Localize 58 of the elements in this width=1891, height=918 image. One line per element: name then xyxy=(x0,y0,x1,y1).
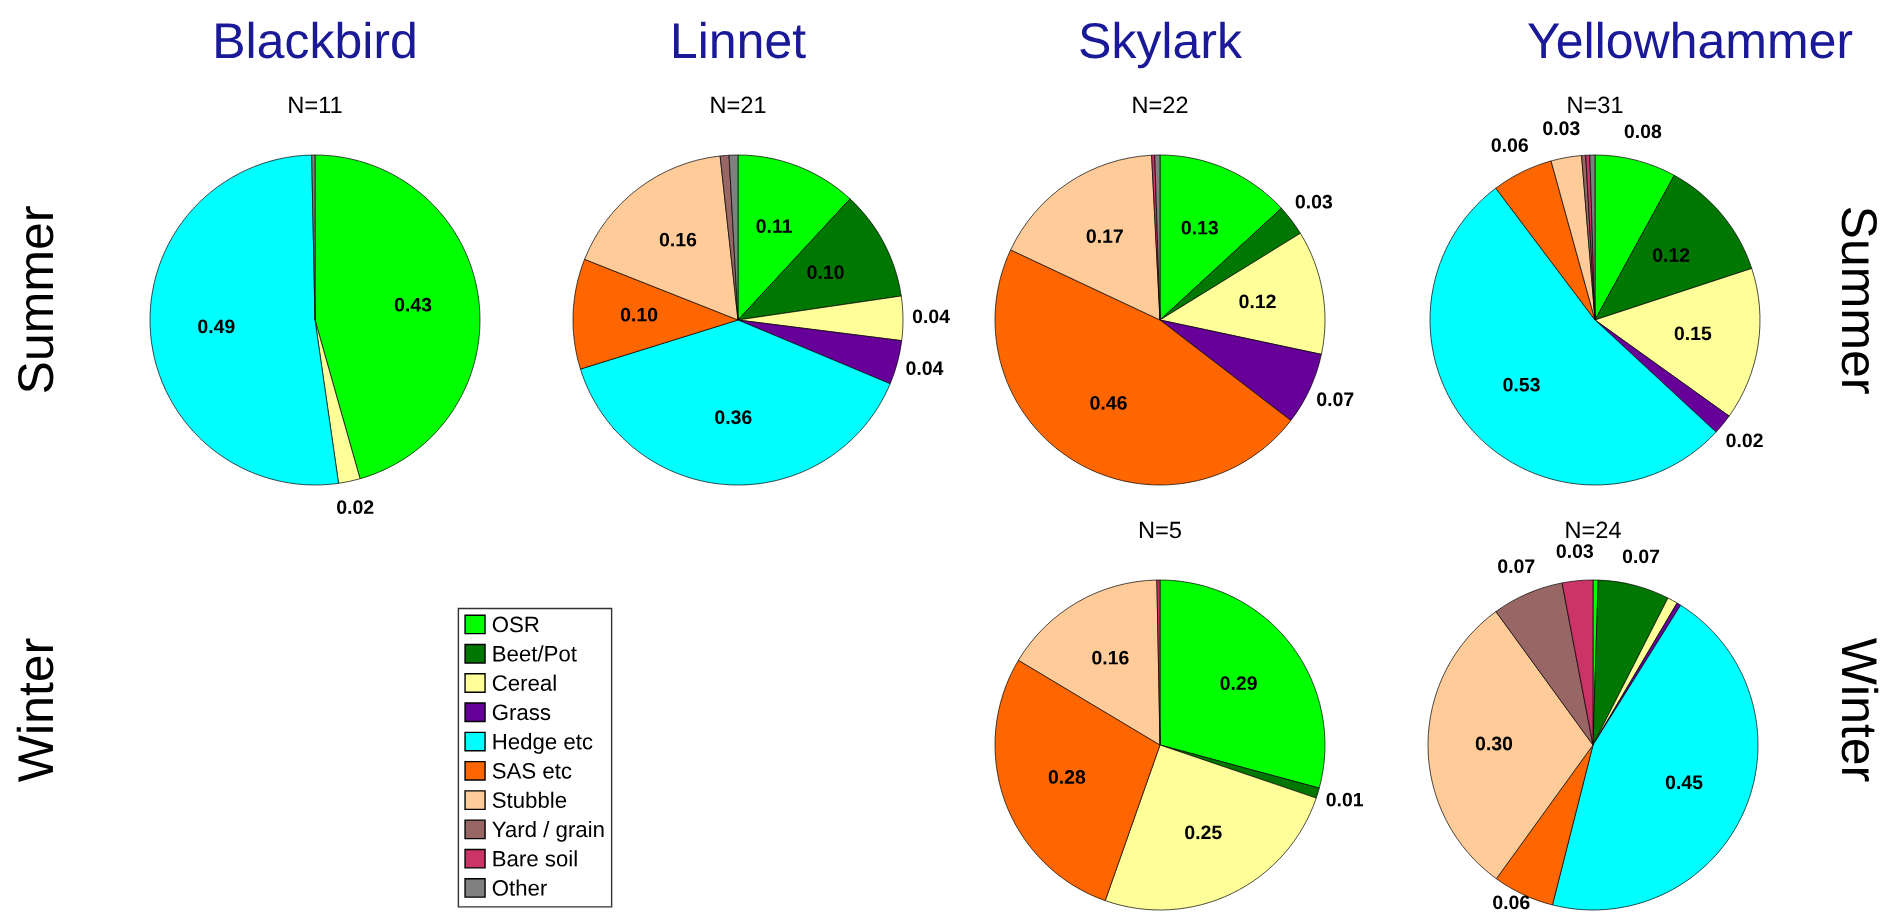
data-label: 0.46 xyxy=(1090,396,1127,410)
data-label: 0.02 xyxy=(1726,433,1763,448)
data-label: 0.25 xyxy=(1185,825,1222,840)
data-label: 0.10 xyxy=(807,265,844,280)
legend-label: Other xyxy=(492,879,547,896)
data-label: 0.06 xyxy=(1491,138,1528,153)
text: Yellowhammer xyxy=(1528,21,1853,59)
data-label: 0.17 xyxy=(1086,229,1123,244)
data-label: 0.30 xyxy=(1475,736,1513,751)
data-label: 0.03 xyxy=(1543,121,1580,136)
data-label: 0.45 xyxy=(1665,775,1703,790)
legend-label: Hedge etc xyxy=(493,733,593,754)
text: Winter xyxy=(16,638,54,783)
data-label: 0.03 xyxy=(1295,194,1333,209)
data-label: 0.06 xyxy=(1493,895,1530,910)
data-label: 0.43 xyxy=(394,297,432,312)
legend-label: Bare soil xyxy=(493,850,577,867)
data-label: 0.10 xyxy=(620,307,658,322)
data-label: 0.07 xyxy=(1498,559,1535,574)
data-label: 0.15 xyxy=(1674,326,1712,341)
text: Linnet xyxy=(673,21,806,59)
legend-label: Beet/Pot xyxy=(493,645,577,662)
text: Blackbird xyxy=(216,21,415,59)
chart-title: N=31 xyxy=(1568,96,1623,114)
data-label: 0.04 xyxy=(912,309,950,324)
data-label: 0.13 xyxy=(1181,220,1218,235)
legend-label: Grass xyxy=(492,704,551,721)
legend-label: Stubble xyxy=(492,791,567,808)
data-label: 0.12 xyxy=(1652,248,1690,262)
data-label: 0.08 xyxy=(1624,124,1662,139)
data-label: 0.07 xyxy=(1622,549,1660,564)
legend-label: SAS etc xyxy=(492,762,572,779)
data-label: 0.16 xyxy=(659,232,697,247)
chart-title: N=21 xyxy=(711,96,766,114)
chart-title: N=24 xyxy=(1566,521,1621,539)
text: Summer xyxy=(18,206,54,393)
chart-title: N=11 xyxy=(289,96,342,114)
chart-title: N=5 xyxy=(1139,521,1181,539)
data-label: 0.11 xyxy=(756,219,792,234)
data-label: 0.16 xyxy=(1092,650,1129,665)
text: Skylark xyxy=(1080,21,1243,69)
text: Summer xyxy=(1841,207,1877,394)
legend-label: Cereal xyxy=(492,674,556,691)
data-label: 0.49 xyxy=(198,319,235,334)
data-label: 0.12 xyxy=(1239,294,1276,309)
data-label: 0.28 xyxy=(1048,770,1086,784)
text: Winter xyxy=(1841,637,1879,782)
data-label: 0.07 xyxy=(1317,392,1354,407)
legend-label: Yard / grain xyxy=(492,820,604,842)
data-label: 0.03 xyxy=(1556,544,1594,559)
data-label: 0.04 xyxy=(906,361,944,376)
data-label: 0.36 xyxy=(715,410,752,425)
chart-title: N=22 xyxy=(1133,96,1188,114)
data-label: 0.29 xyxy=(1220,676,1257,691)
data-label: 0.01 xyxy=(1326,792,1364,807)
data-label: 0.02 xyxy=(337,500,374,515)
data-label: 0.53 xyxy=(1503,377,1540,392)
legend-label: OSR xyxy=(492,616,539,633)
